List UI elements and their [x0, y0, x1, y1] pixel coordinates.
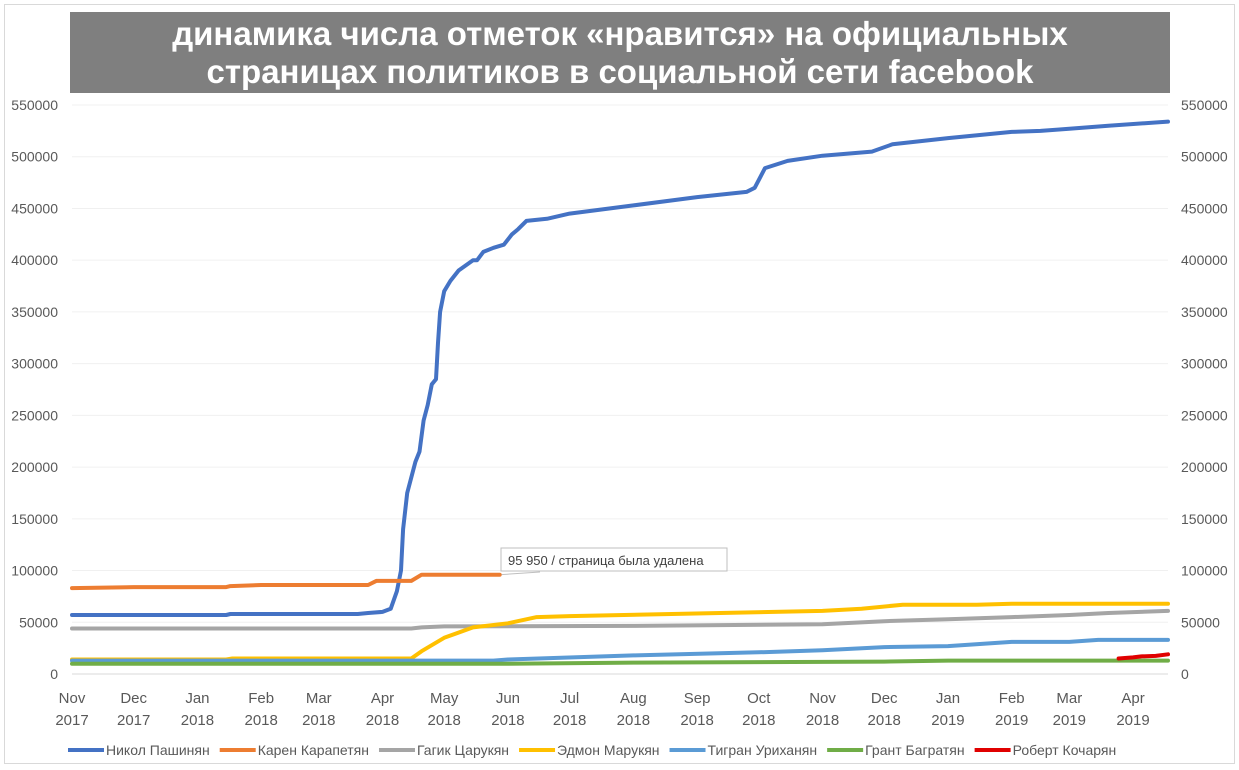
- legend-label: Роберт Кочарян: [1013, 742, 1117, 758]
- x-tick-label-year: 2018: [244, 712, 277, 729]
- x-tick-label-month: Nov: [59, 690, 86, 707]
- y-tick-label-left: 150000: [11, 511, 58, 527]
- x-tick-label-month: Jul: [560, 690, 579, 707]
- x-tick-label-year: 2018: [742, 712, 775, 729]
- x-tick-label-month: Jan: [185, 690, 209, 707]
- y-tick-label-left: 300000: [11, 356, 58, 372]
- x-tick-label-year: 2018: [491, 712, 524, 729]
- x-tick-label-year: 2018: [302, 712, 335, 729]
- series-line-Карен Карапетян: [70, 572, 502, 591]
- x-tick-label-month: Sep: [684, 690, 711, 707]
- x-tick-label-month: Mar: [306, 690, 332, 707]
- legend-label: Никол Пашинян: [106, 742, 210, 758]
- y-tick-label-right: 200000: [1181, 459, 1228, 475]
- x-tick-label-month: Feb: [999, 690, 1025, 707]
- x-tick-label-year: 2018: [366, 712, 399, 729]
- x-tick-label-year: 2018: [553, 712, 586, 729]
- x-tick-label-month: Apr: [371, 690, 394, 707]
- x-tick-label-year: 2017: [55, 712, 88, 729]
- x-tick-label-month: Dec: [871, 690, 898, 707]
- annotation-box: [500, 547, 728, 572]
- x-tick-label-month: Jan: [936, 690, 960, 707]
- annotation-leader: [499, 571, 541, 576]
- chart-title-line-1: динамика числа отметок «нравится» на офи…: [172, 15, 1068, 52]
- x-tick-label-year: 2019: [995, 712, 1028, 729]
- x-tick-label-month: Nov: [809, 690, 836, 707]
- y-tick-label-left: 500000: [11, 149, 58, 165]
- y-tick-label-right: 250000: [1181, 407, 1228, 423]
- chart-frame: [4, 4, 1235, 764]
- series-line-Грант Багратян: [70, 658, 1170, 666]
- y-tick-label-left: 250000: [11, 407, 58, 423]
- y-tick-label-left: 100000: [11, 563, 58, 579]
- x-tick-label-month: Dec: [120, 690, 147, 707]
- y-tick-label-left: 450000: [11, 200, 58, 216]
- y-tick-label-right: 50000: [1181, 614, 1220, 630]
- x-tick-label-month: Jun: [496, 690, 520, 707]
- legend-label: Гагик Царукян: [417, 742, 509, 758]
- x-tick-label-year: 2017: [117, 712, 150, 729]
- y-tick-label-right: 350000: [1181, 304, 1228, 320]
- x-tick-label-month: Apr: [1121, 690, 1144, 707]
- annotation-text: 95 950 / страница была удалена: [508, 553, 704, 568]
- y-tick-label-right: 550000: [1181, 97, 1228, 113]
- series-line-Роберт Кочарян: [1116, 652, 1170, 661]
- x-tick-label-year: 2018: [868, 712, 901, 729]
- y-tick-label-left: 200000: [11, 459, 58, 475]
- series-line-Эдмон Марукян: [70, 601, 1170, 662]
- x-tick-label-month: Feb: [248, 690, 274, 707]
- series-line-Гагик Царукян: [70, 608, 1170, 631]
- x-tick-label-year: 2018: [617, 712, 650, 729]
- x-tick-label-month: Mar: [1056, 690, 1082, 707]
- x-tick-label-month: Aug: [620, 690, 647, 707]
- y-tick-label-right: 300000: [1181, 356, 1228, 372]
- x-tick-label-year: 2018: [181, 712, 214, 729]
- legend-label: Грант Багратян: [865, 742, 964, 758]
- x-tick-label-year: 2019: [1116, 712, 1149, 729]
- series-line-Никол Пашинян: [70, 119, 1170, 617]
- x-tick-label-year: 2019: [1053, 712, 1086, 729]
- y-tick-label-right: 500000: [1181, 149, 1228, 165]
- legend-label: Тигран Уриханян: [708, 742, 818, 758]
- x-tick-label-year: 2019: [931, 712, 964, 729]
- y-tick-label-right: 100000: [1181, 563, 1228, 579]
- x-tick-label-month: May: [430, 690, 459, 707]
- y-tick-label-right: 0: [1181, 666, 1189, 682]
- y-tick-label-left: 0: [50, 666, 58, 682]
- x-tick-label-year: 2018: [680, 712, 713, 729]
- chart-title: динамика числа отметок «нравится» на офи…: [70, 12, 1170, 93]
- y-tick-label-left: 550000: [11, 97, 58, 113]
- x-tick-label-year: 2018: [428, 712, 461, 729]
- y-tick-label-right: 150000: [1181, 511, 1228, 527]
- legend-label: Эдмон Марукян: [557, 742, 659, 758]
- y-tick-label-left: 350000: [11, 304, 58, 320]
- x-tick-label-year: 2018: [806, 712, 839, 729]
- y-tick-label-right: 400000: [1181, 252, 1228, 268]
- legend-label: Карен Карапетян: [258, 742, 369, 758]
- chart-title-line-2: страницах политиков в социальной сети fa…: [206, 53, 1034, 90]
- x-tick-label-month: Oct: [747, 690, 771, 707]
- y-tick-label-left: 50000: [19, 614, 58, 630]
- y-tick-label-left: 400000: [11, 252, 58, 268]
- series-line-Тигран Уриханян: [70, 637, 1170, 663]
- y-tick-label-right: 450000: [1181, 200, 1228, 216]
